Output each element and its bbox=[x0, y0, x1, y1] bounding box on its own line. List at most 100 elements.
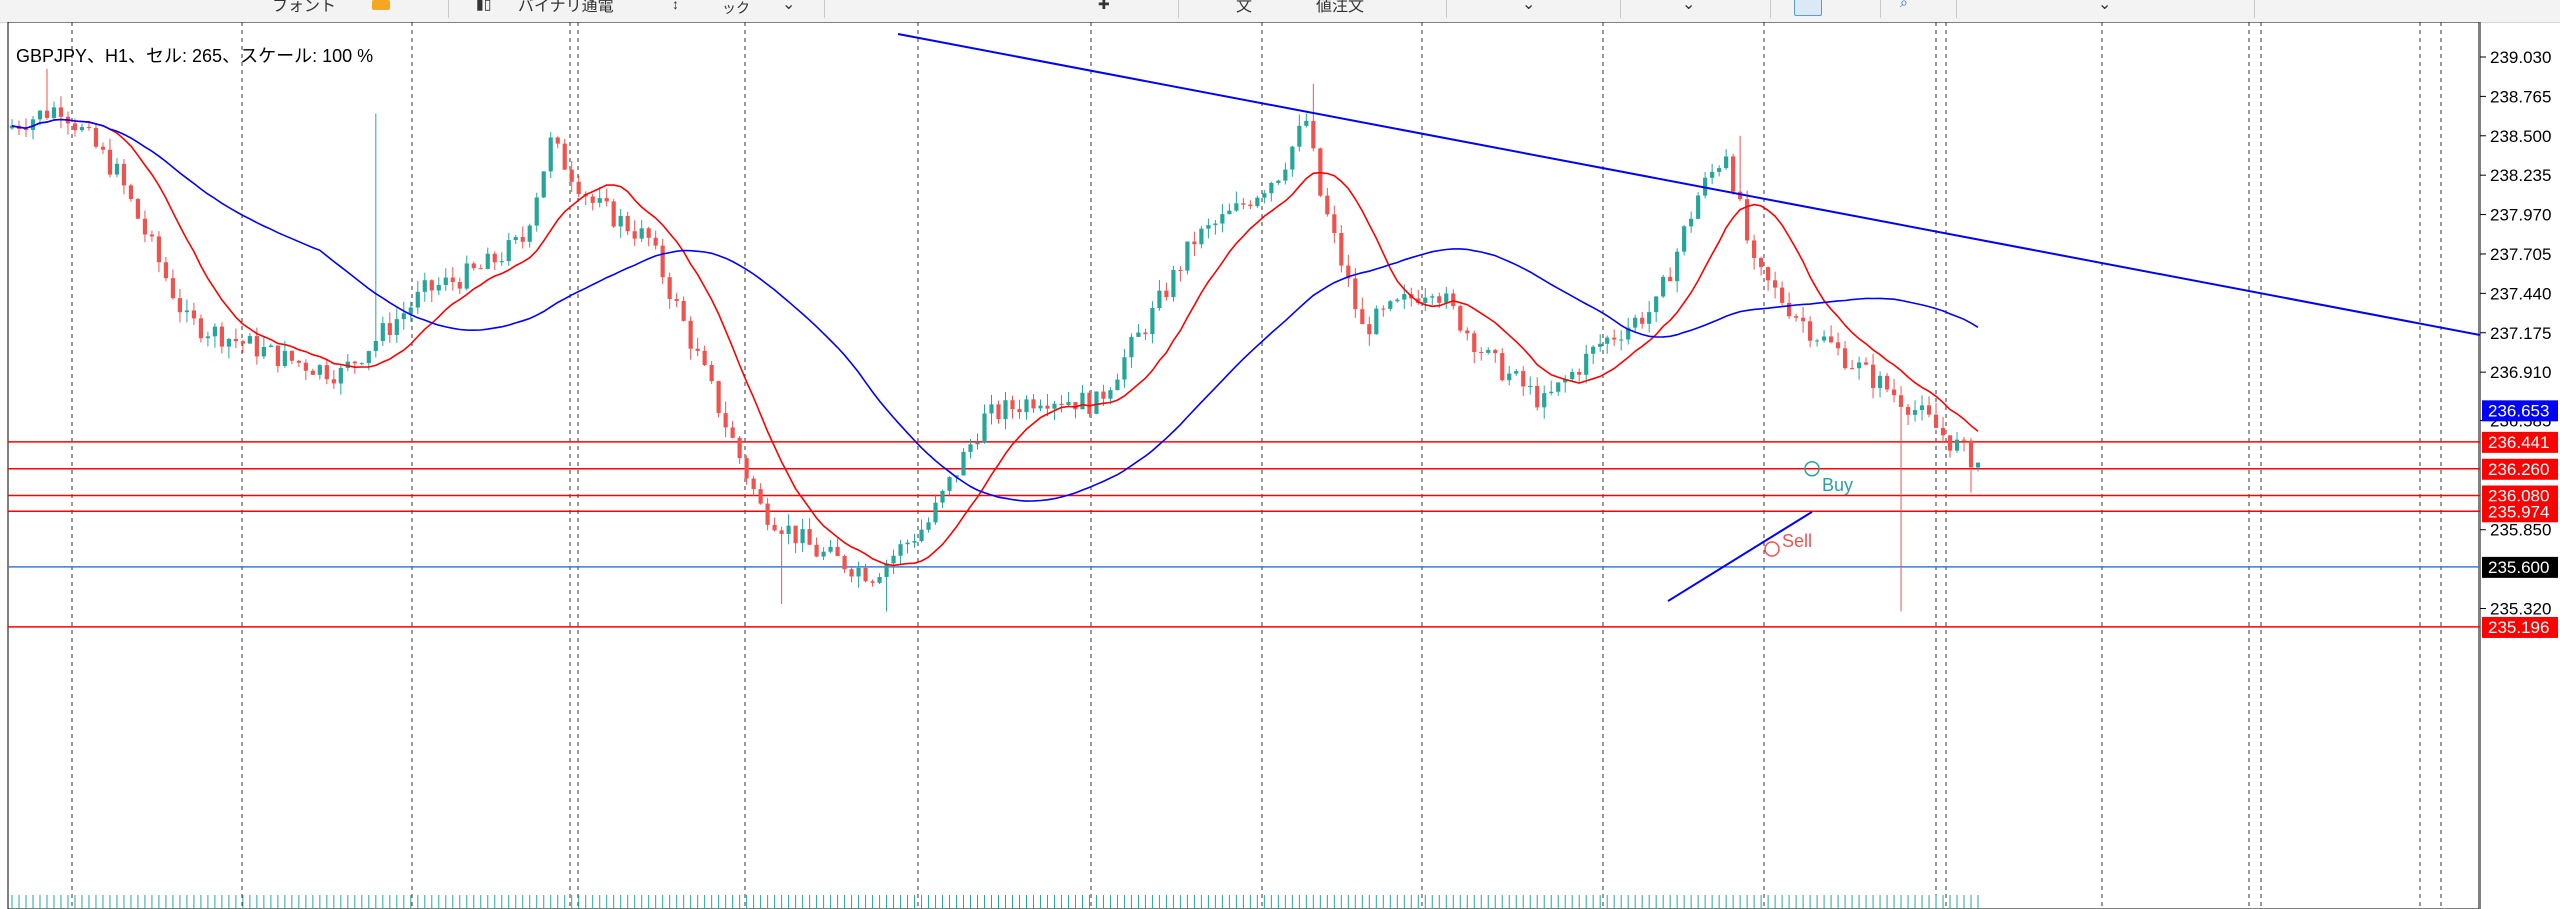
moving-average-slow-line[interactable] bbox=[11, 118, 1979, 502]
candle-body bbox=[1828, 336, 1834, 343]
price-chart[interactable]: Buy Sell bbox=[0, 22, 2480, 909]
candle-body bbox=[499, 261, 504, 263]
moving-average-fast-line[interactable] bbox=[11, 118, 1979, 567]
candle-body bbox=[1961, 439, 1967, 441]
candle-body bbox=[1528, 385, 1533, 387]
candle-body bbox=[751, 478, 756, 490]
candle-body bbox=[261, 346, 266, 357]
candle-body bbox=[1325, 195, 1330, 215]
candle-body bbox=[58, 107, 64, 117]
candle-body bbox=[968, 444, 973, 452]
candle-body bbox=[289, 350, 294, 361]
candle-body bbox=[359, 363, 364, 365]
candle-body bbox=[1045, 405, 1050, 409]
candle-body bbox=[1129, 336, 1134, 358]
price-tag-label: 235.974 bbox=[2488, 502, 2549, 521]
candle-body bbox=[184, 310, 190, 313]
tick-menu[interactable]: ック bbox=[722, 0, 750, 16]
candle-body bbox=[611, 201, 616, 227]
candle-body bbox=[450, 277, 455, 283]
candle-chart-icon[interactable]: ▮▯ bbox=[476, 0, 492, 12]
candle-body bbox=[1919, 405, 1925, 411]
candle-body bbox=[1731, 156, 1736, 192]
candle-body bbox=[401, 313, 406, 320]
candle-body bbox=[135, 199, 141, 219]
candle-body bbox=[737, 437, 742, 459]
candle-body bbox=[1563, 379, 1568, 383]
candle-body bbox=[625, 215, 630, 232]
candle-body bbox=[842, 556, 847, 570]
candle-body bbox=[429, 280, 434, 291]
font-menu[interactable]: フォント bbox=[272, 0, 337, 15]
crosshair-icon[interactable]: ✚ bbox=[1098, 0, 1110, 12]
candle-body bbox=[884, 563, 889, 578]
candle-body bbox=[1591, 346, 1596, 354]
candle-body bbox=[1423, 297, 1428, 303]
candle-body bbox=[1381, 308, 1386, 310]
chevron-down-icon[interactable]: ⌄ bbox=[1682, 0, 1696, 13]
candle-body bbox=[1633, 317, 1638, 328]
candle-body bbox=[1066, 402, 1071, 405]
candle-body bbox=[1073, 402, 1078, 410]
candle-body bbox=[331, 379, 336, 384]
candle-body bbox=[1248, 204, 1253, 207]
candle-body bbox=[1640, 317, 1645, 324]
candle-body bbox=[303, 362, 308, 371]
chevron-down-icon[interactable]: ⌄ bbox=[2098, 0, 2112, 13]
candle-body bbox=[1150, 308, 1155, 335]
candle-body bbox=[268, 345, 273, 347]
support-trendline[interactable] bbox=[1667, 511, 1813, 602]
toggle-button[interactable] bbox=[1794, 0, 1822, 16]
candle-body bbox=[296, 360, 301, 363]
price-axis[interactable]: 239.030 238.765 238.500 238.235 237.970 237.7… bbox=[2480, 22, 2560, 909]
candle-body bbox=[1339, 232, 1344, 266]
candle-body bbox=[506, 240, 511, 262]
candle-body bbox=[1598, 343, 1603, 347]
binary-menu[interactable]: バイナリ通電 bbox=[518, 0, 614, 15]
candle-body bbox=[1738, 191, 1743, 200]
candle-body bbox=[1877, 375, 1883, 389]
price-tag bbox=[2482, 501, 2558, 523]
candle-body bbox=[919, 529, 924, 542]
candle-body bbox=[520, 236, 525, 242]
candle-body bbox=[1269, 182, 1274, 194]
limit-order-menu[interactable]: 値注文 bbox=[1316, 0, 1365, 15]
candle-body bbox=[1220, 214, 1225, 224]
color-swatch-icon[interactable] bbox=[372, 0, 390, 10]
candle-body bbox=[415, 291, 420, 308]
candle-body bbox=[1052, 403, 1057, 409]
candle-body bbox=[1654, 296, 1659, 313]
candle-body bbox=[212, 326, 217, 337]
price-tag-label: 235.196 bbox=[2488, 618, 2549, 637]
trendline[interactable] bbox=[897, 33, 2480, 336]
candle-body bbox=[695, 348, 700, 351]
candle-body bbox=[1059, 403, 1064, 405]
candle-body bbox=[562, 143, 567, 170]
candle-body bbox=[1940, 427, 1946, 436]
price-tag bbox=[2482, 616, 2558, 638]
chevron-down-icon[interactable]: ⌄ bbox=[782, 0, 796, 13]
buy-marker-icon[interactable] bbox=[1804, 461, 1820, 477]
candle-body bbox=[856, 567, 861, 577]
candle-body bbox=[1276, 180, 1281, 183]
search-icon[interactable]: ⌕ bbox=[1900, 0, 1908, 10]
candle-body bbox=[1766, 267, 1771, 281]
price-tick-label: 236.910 bbox=[2490, 363, 2551, 382]
price-tick-label: 239.030 bbox=[2490, 48, 2551, 67]
candle-body bbox=[947, 477, 952, 491]
candle-body bbox=[821, 551, 826, 557]
pointer-icon[interactable]: ↕ bbox=[672, 0, 679, 12]
candle-body bbox=[639, 228, 644, 239]
candle-body bbox=[1780, 287, 1785, 303]
sell-marker-icon[interactable] bbox=[1764, 541, 1780, 557]
price-tick-label: 238.500 bbox=[2490, 127, 2551, 146]
candle-body bbox=[1458, 306, 1463, 331]
candle-body bbox=[485, 253, 490, 269]
candle-body bbox=[758, 489, 763, 504]
toolbar-separator bbox=[1446, 0, 1447, 18]
candle-body bbox=[1479, 351, 1484, 353]
candle-body bbox=[30, 119, 36, 131]
candle-body bbox=[1080, 392, 1085, 410]
order-menu[interactable]: 文 bbox=[1236, 0, 1253, 15]
chevron-down-icon[interactable]: ⌄ bbox=[1522, 0, 1536, 13]
